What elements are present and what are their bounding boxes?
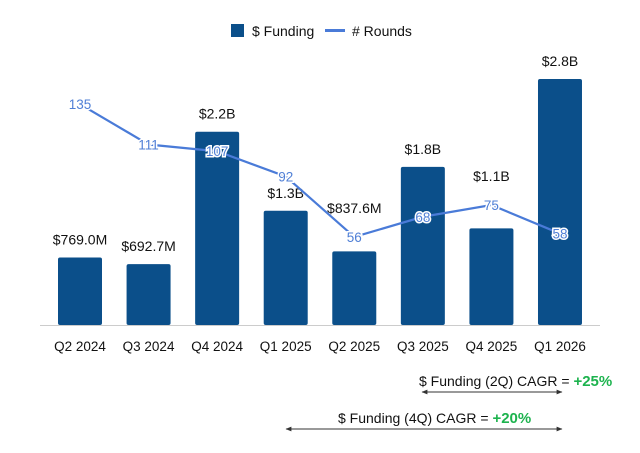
rounds-point-label: 58 (552, 227, 567, 242)
bar-funding (195, 131, 240, 325)
x-tick-label: Q4 2025 (466, 339, 518, 354)
x-tick-label: Q4 2024 (191, 339, 243, 354)
rounds-point-label: 68 (415, 210, 430, 225)
x-tick-label: Q3 2024 (123, 339, 175, 354)
cagr-annotations: $ Funding (2Q) CAGR = +25% $ Funding (4Q… (285, 373, 612, 432)
rounds-point-label: 111 (138, 138, 159, 153)
legend-swatch-funding (231, 24, 244, 37)
bar-funding (400, 166, 445, 325)
bar-funding (537, 79, 582, 325)
bar-funding (332, 251, 377, 325)
rounds-point-label: 92 (278, 169, 293, 184)
bar-funding (58, 257, 102, 325)
cagr-4q-label: $ Funding (4Q) CAGR = +20% (338, 410, 531, 427)
legend: $ Funding # Rounds (231, 23, 412, 39)
x-tick-label: Q3 2025 (397, 339, 449, 354)
rounds-point-label: 56 (347, 230, 362, 245)
rounds-point-label: 135 (69, 97, 92, 112)
rounds-line (79, 103, 561, 239)
rounds-point-label: 75 (484, 198, 499, 213)
cagr-2q-label: $ Funding (2Q) CAGR = +25% (419, 373, 612, 390)
bar-value-label: $837.6M (327, 200, 381, 216)
bar-funding (126, 264, 171, 325)
x-tick-label: Q1 2026 (534, 339, 586, 354)
bar-value-label: $1.3B (267, 185, 304, 201)
x-tick-label: Q2 2025 (328, 339, 380, 354)
bar-value-label: $769.0M (53, 231, 107, 247)
rounds-point-label: 107 (206, 144, 229, 159)
bar-funding (263, 210, 308, 325)
bar-value-label: $1.1B (473, 168, 510, 184)
bar-funding (469, 228, 514, 325)
bar-value-label: $2.2B (199, 106, 236, 122)
legend-label-funding: $ Funding (252, 23, 314, 39)
x-tick-label: Q1 2025 (260, 339, 312, 354)
bar-value-label: $692.7M (121, 238, 175, 254)
legend-label-rounds: # Rounds (352, 23, 412, 39)
bar-value-label: $2.8B (542, 53, 579, 69)
bar-value-label: $1.8B (405, 141, 442, 157)
x-tick-label: Q2 2024 (54, 339, 106, 354)
